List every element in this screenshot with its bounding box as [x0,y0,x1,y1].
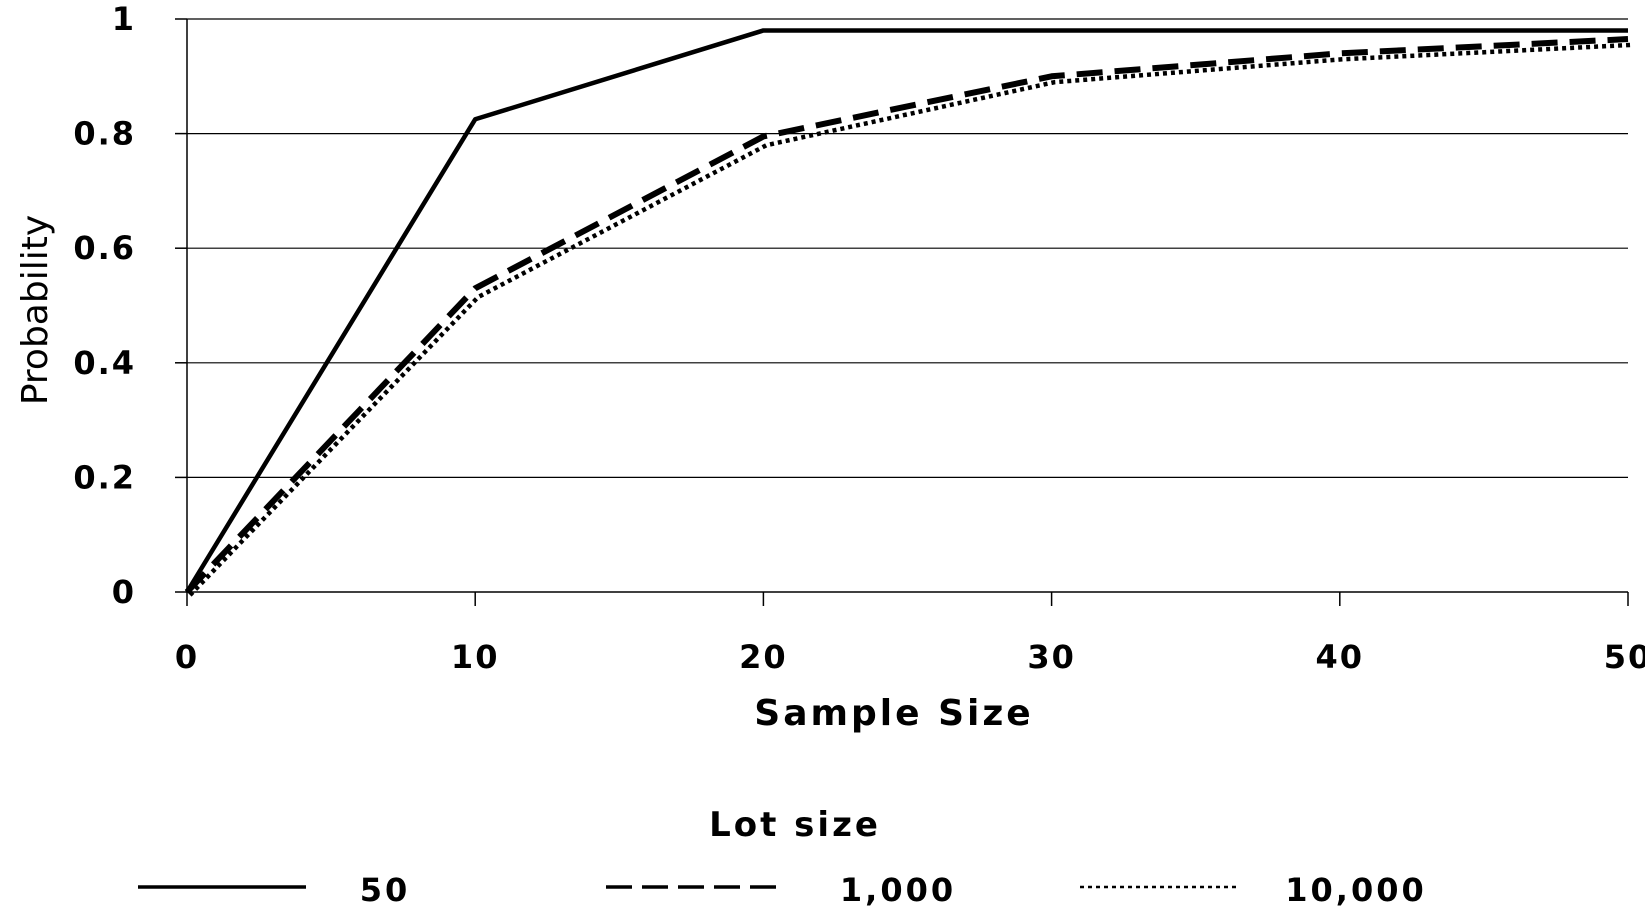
x-tick-label-2: 20 [739,638,788,676]
x-tick-label-1: 10 [451,638,500,676]
legend-title: Lot size [709,805,881,845]
series-line-1000 [184,36,1629,595]
y-tick-label-4: 0.8 [73,115,136,153]
series-line-10000 [188,42,1632,597]
x-tick-label-4: 40 [1316,638,1365,676]
tick-labels: 00.20.40.60.810 10 20 30 40 50 [73,0,1645,676]
legend-label-50: 50 [360,871,411,909]
series-lines [184,28,1632,597]
legend: 50 1,000 10,000 [138,871,1426,909]
x-axis-title: Sample Size [754,693,1033,734]
y-tick-label-3: 0.6 [73,229,136,267]
legend-label-1000: 1,000 [840,871,956,909]
y-tick-label-0: 0 [112,573,136,611]
y-axis-title: Probability [15,215,56,405]
series-line-50 [185,28,1628,594]
x-tick-label-0: 0 [175,638,199,676]
y-tick-label-1: 0.2 [73,458,136,496]
y-tick-label-5: 1 [112,0,136,38]
x-tick-label-5: 50 [1604,638,1645,676]
legend-label-10000: 10,000 [1285,871,1426,909]
x-tick-label-3: 30 [1027,638,1076,676]
axes [175,18,1629,606]
gridlines [187,18,1628,478]
y-tick-label-2: 0.4 [73,344,136,382]
